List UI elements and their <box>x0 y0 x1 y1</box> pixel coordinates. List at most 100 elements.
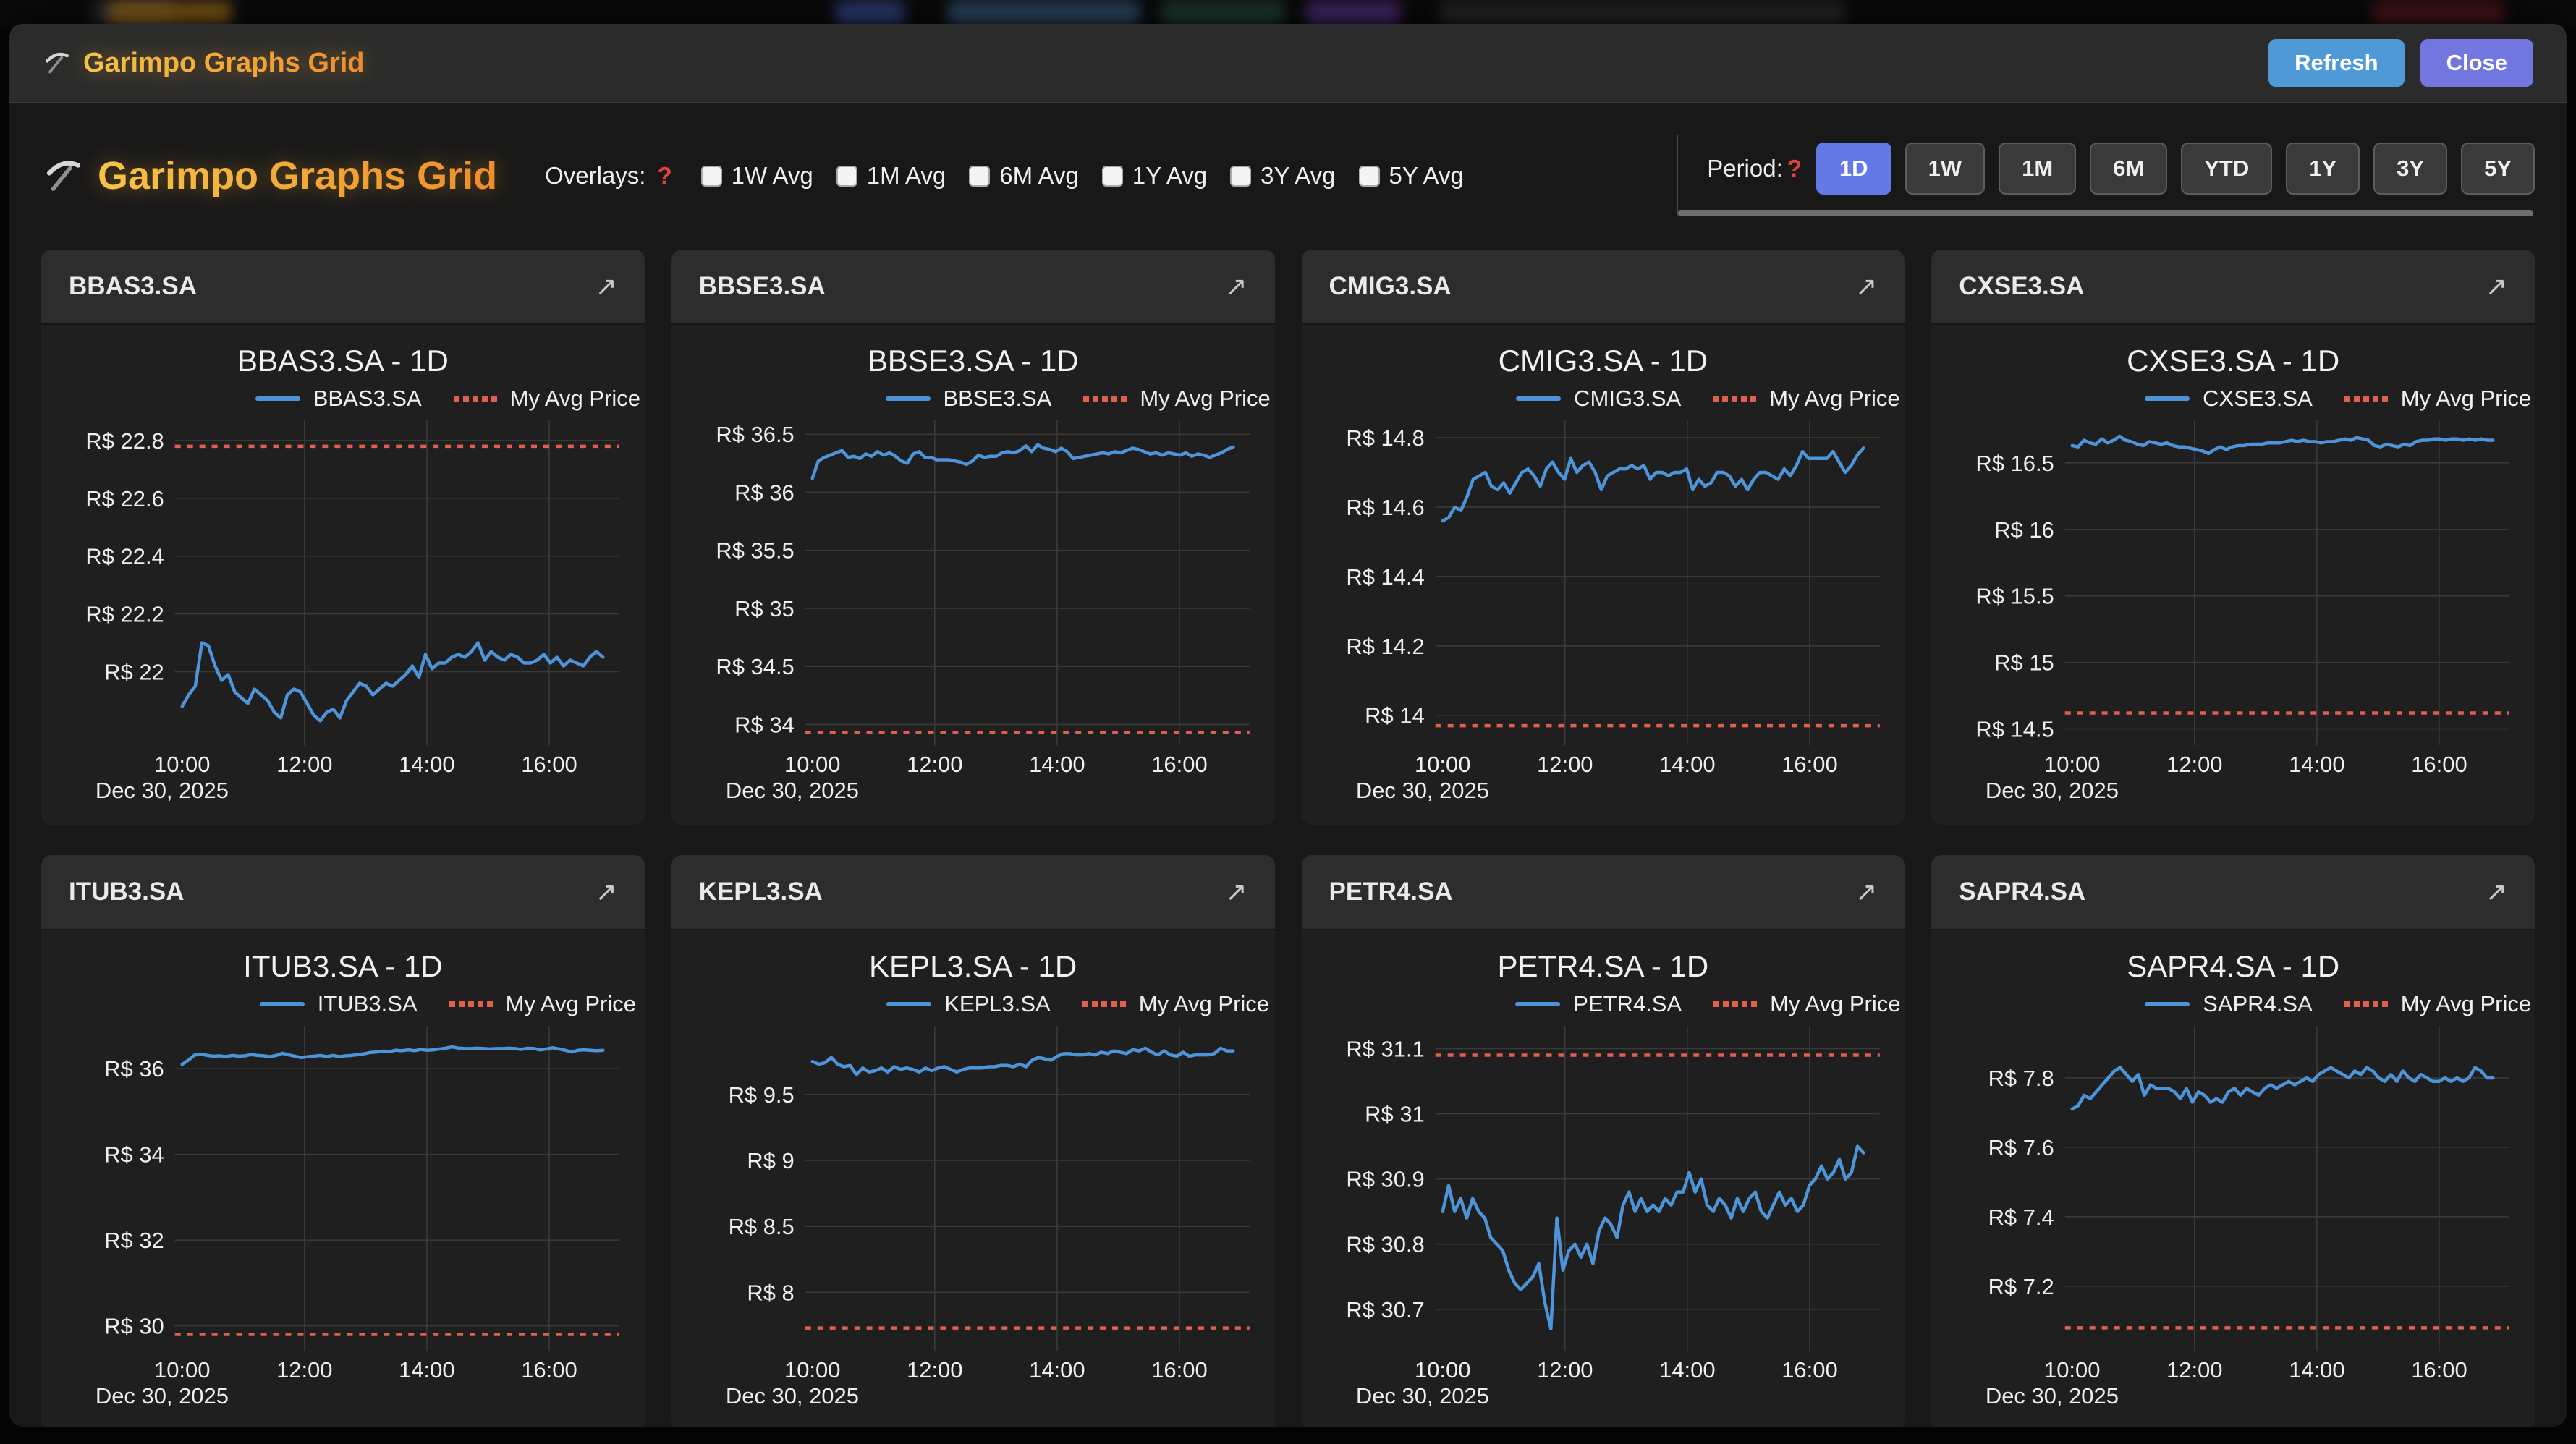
svg-text:10:00: 10:00 <box>1415 1357 1470 1383</box>
chart-title: KEPL3.SA - 1D <box>869 949 1077 983</box>
checkbox-box[interactable] <box>1358 165 1380 187</box>
bg-tab-blob <box>1440 1 1845 26</box>
legend-avg-label: My Avg Price <box>1770 991 1901 1016</box>
svg-text:R$ 30.7: R$ 30.7 <box>1346 1297 1424 1322</box>
checkbox-label: 5Y Avg <box>1389 162 1464 189</box>
checkbox-box[interactable] <box>969 165 991 187</box>
legend-avg-label: My Avg Price <box>2400 991 2532 1016</box>
stock-card: CXSE3.SA ↗ CXSE3.SA - 1D CXSE3.SA My Avg… <box>1931 250 2535 825</box>
expand-icon[interactable]: ↗ <box>1855 877 1878 906</box>
expand-icon[interactable]: ↗ <box>595 877 617 906</box>
svg-text:R$ 16.5: R$ 16.5 <box>1976 451 2054 476</box>
stock-card: ITUB3.SA ↗ ITUB3.SA - 1D ITUB3.SA My Avg… <box>41 855 645 1427</box>
expand-icon[interactable]: ↗ <box>1855 271 1878 301</box>
stock-card-header: CMIG3.SA ↗ <box>1301 250 1905 325</box>
chart-legend: ITUB3.SA My Avg Price <box>146 991 645 1017</box>
overlay-checkboxes: 1W Avg 1M Avg 6M Avg 1Y Avg 3Y Avg 5Y Avg <box>700 162 1464 190</box>
expand-icon[interactable]: ↗ <box>2485 271 2507 301</box>
close-button[interactable]: Close <box>2420 39 2533 87</box>
overlay-checkbox[interactable]: 3Y Avg <box>1230 162 1336 190</box>
bg-tab-blob <box>836 1 904 26</box>
svg-text:14:00: 14:00 <box>1659 752 1715 777</box>
price-chart: R$ 9.5 R$ 9 R$ 8.5 R$ 8 10:00 12:00 14:00 16:00… <box>726 1025 1250 1406</box>
svg-text:R$ 34.5: R$ 34.5 <box>716 654 794 679</box>
chart-title: CXSE3.SA - 1D <box>2127 344 2340 378</box>
stock-card: SAPR4.SA ↗ SAPR4.SA - 1D SAPR4.SA My Avg… <box>1931 855 2535 1427</box>
svg-text:R$ 31.1: R$ 31.1 <box>1346 1036 1424 1061</box>
avg-line-swatch <box>453 396 497 402</box>
legend-avg-label: My Avg Price <box>509 386 640 411</box>
stock-card-header: KEPL3.SA ↗ <box>671 855 1275 930</box>
expand-icon[interactable]: ↗ <box>1225 271 1247 301</box>
checkbox-box[interactable] <box>1230 165 1252 187</box>
svg-text:14:00: 14:00 <box>1659 1357 1715 1383</box>
price-chart: R$ 36 R$ 34 R$ 32 R$ 30 10:00 12:00 14:00 16:00… <box>96 1025 619 1406</box>
overlays-label: Overlays: <box>545 162 646 189</box>
svg-text:R$ 8: R$ 8 <box>747 1280 794 1305</box>
svg-text:16:00: 16:00 <box>2411 1357 2467 1383</box>
legend-series-label: CXSE3.SA <box>2203 386 2313 411</box>
period-button-6m[interactable]: 6M <box>2090 143 2168 195</box>
pickaxe-icon <box>46 161 81 191</box>
period-help-icon[interactable]: ? <box>1787 155 1802 182</box>
price-chart: R$ 31.1 R$ 31 R$ 30.9 R$ 30.8 R$ 30.7 10:00 12… <box>1346 1025 1880 1406</box>
checkbox-box[interactable] <box>836 165 857 187</box>
period-button-1w[interactable]: 1W <box>1905 143 1986 195</box>
period-buttons: 1D 1W 1M 6M YTD 1Y 3Y 5Y <box>1816 143 2535 195</box>
legend-avg-label: My Avg Price <box>1769 386 1900 411</box>
period-button-1y[interactable]: 1Y <box>2286 143 2360 195</box>
stock-card-header: CXSE3.SA ↗ <box>1931 250 2535 325</box>
chart-grid: BBAS3.SA ↗ BBAS3.SA - 1D BBAS3.SA My Avg… <box>9 226 2567 1427</box>
chart-legend: KEPL3.SA My Avg Price <box>776 991 1275 1017</box>
svg-text:14:00: 14:00 <box>399 1357 454 1383</box>
svg-text:Dec 30, 2025: Dec 30, 2025 <box>96 778 229 801</box>
svg-text:16:00: 16:00 <box>1151 1357 1207 1383</box>
period-group: Period: ? 1D 1W 1M 6M YTD 1Y 3Y 5Y <box>1677 135 2535 216</box>
overlay-checkbox[interactable]: 1M Avg <box>836 162 946 190</box>
stock-card: BBAS3.SA ↗ BBAS3.SA - 1D BBAS3.SA My Avg… <box>41 250 645 825</box>
period-button-5y[interactable]: 5Y <box>2461 143 2535 195</box>
overlay-checkbox[interactable]: 6M Avg <box>969 162 1079 190</box>
period-scrollbar[interactable] <box>1678 210 2533 216</box>
expand-icon[interactable]: ↗ <box>1225 877 1247 906</box>
svg-text:Dec 30, 2025: Dec 30, 2025 <box>1355 1383 1488 1406</box>
expand-icon[interactable]: ↗ <box>595 271 617 301</box>
svg-text:R$ 30: R$ 30 <box>104 1314 164 1339</box>
period-button-1d[interactable]: 1D <box>1816 143 1891 195</box>
chart-legend: CXSE3.SA My Avg Price <box>2036 386 2535 412</box>
series-line-swatch <box>885 396 931 401</box>
card-ticker-label: PETR4.SA <box>1329 878 1453 906</box>
checkbox-box[interactable] <box>1101 165 1123 187</box>
svg-text:R$ 34: R$ 34 <box>104 1142 164 1168</box>
overlay-checkbox[interactable]: 5Y Avg <box>1358 162 1464 190</box>
svg-text:10:00: 10:00 <box>154 752 210 777</box>
svg-text:12:00: 12:00 <box>2166 752 2222 777</box>
chart-legend: SAPR4.SA My Avg Price <box>2036 991 2535 1017</box>
refresh-button[interactable]: Refresh <box>2268 39 2405 87</box>
expand-icon[interactable]: ↗ <box>2485 877 2507 906</box>
checkbox-box[interactable] <box>700 165 722 187</box>
avg-line-swatch <box>1082 1001 1126 1007</box>
stock-card: KEPL3.SA ↗ KEPL3.SA - 1D KEPL3.SA My Avg… <box>671 855 1275 1427</box>
overlays-help-icon[interactable]: ? <box>657 162 672 189</box>
period-button-ytd[interactable]: YTD <box>2181 143 2273 195</box>
overlay-checkbox[interactable]: 1Y Avg <box>1101 162 1207 190</box>
chart-legend: BBSE3.SA My Avg Price <box>776 386 1275 412</box>
svg-text:12:00: 12:00 <box>1537 1357 1593 1383</box>
svg-text:12:00: 12:00 <box>2166 1357 2222 1383</box>
avg-line-swatch <box>1713 396 1757 402</box>
overlay-checkbox[interactable]: 1W Avg <box>700 162 813 190</box>
svg-text:10:00: 10:00 <box>784 1357 840 1383</box>
svg-text:12:00: 12:00 <box>276 752 332 777</box>
svg-text:Dec 30, 2025: Dec 30, 2025 <box>726 778 859 801</box>
period-button-1m[interactable]: 1M <box>1999 143 2077 195</box>
svg-text:R$ 34: R$ 34 <box>734 712 795 737</box>
bg-tab-blob <box>948 1 1140 26</box>
overlays-group: Overlays: ? 1W Avg 1M Avg 6M Avg 1Y Avg 3Y A… <box>545 162 1464 190</box>
card-ticker-label: CMIG3.SA <box>1329 272 1452 300</box>
svg-text:R$ 31: R$ 31 <box>1365 1102 1425 1127</box>
window-title: Garimpo Graphs Grid <box>83 47 365 78</box>
period-button-3y[interactable]: 3Y <box>2373 143 2448 195</box>
avg-line-swatch <box>2344 396 2388 402</box>
svg-text:14:00: 14:00 <box>2289 752 2344 777</box>
